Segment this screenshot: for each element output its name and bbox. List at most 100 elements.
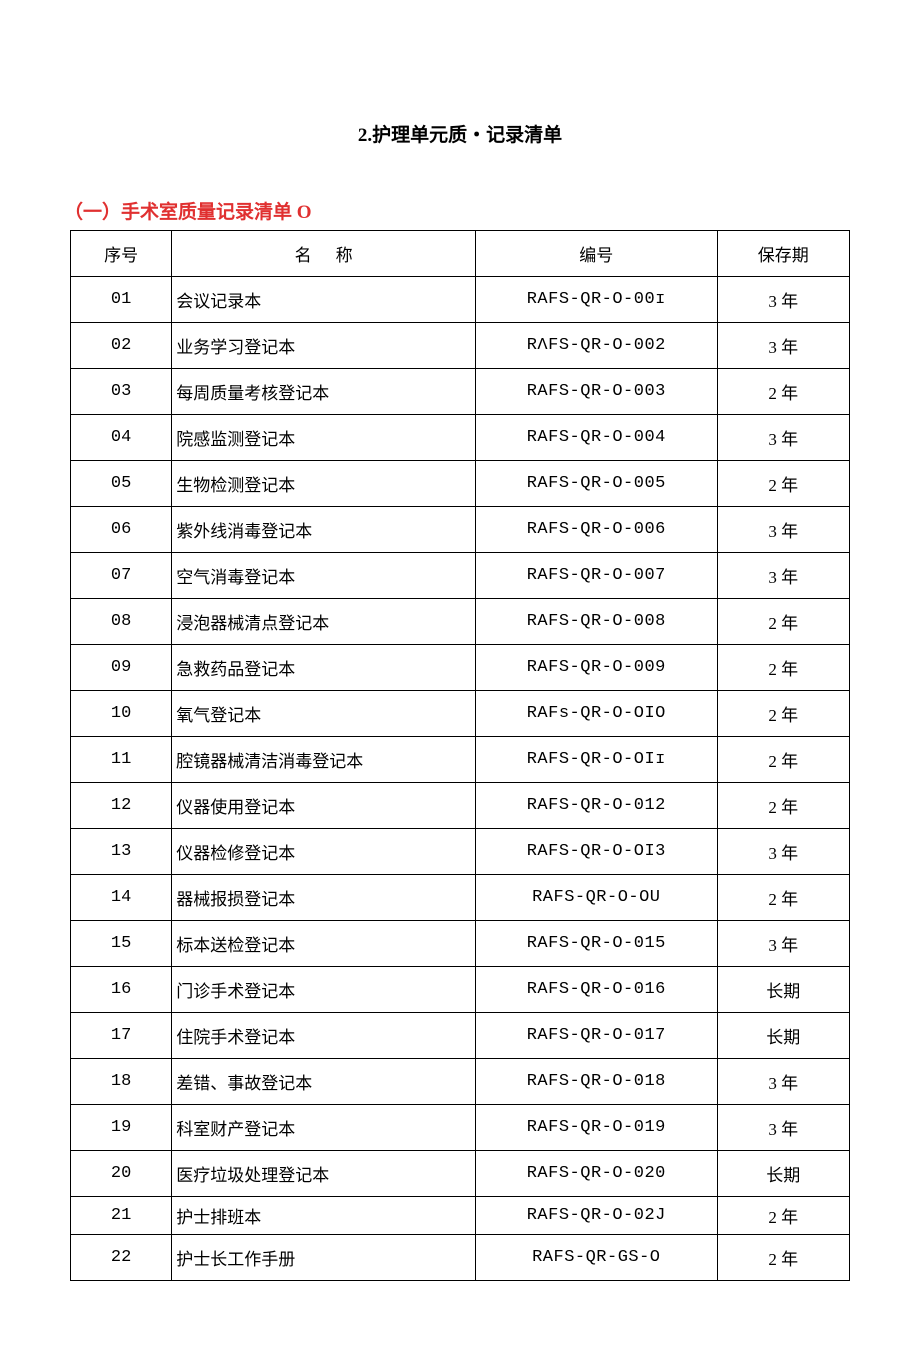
table-row: 10氧气登记本RAFs-QR-O-OIO2 年 [71, 691, 850, 737]
cell-seq: 14 [71, 875, 172, 921]
table-row: 01会议记录本RAFS-QR-O-00ɪ3 年 [71, 277, 850, 323]
col-header-code: 编号 [476, 231, 717, 277]
cell-keep: 3 年 [717, 829, 849, 875]
cell-code: RAFS-QR-O-006 [476, 507, 717, 553]
table-row: 21护士排班本RAFS-QR-O-02J2 年 [71, 1197, 850, 1235]
cell-name: 仪器使用登记本 [172, 783, 476, 829]
col-header-seq: 序号 [71, 231, 172, 277]
table-row: 20医疗垃圾处理登记本RAFS-QR-O-020长期 [71, 1151, 850, 1197]
cell-code: RAFS-QR-O-018 [476, 1059, 717, 1105]
cell-name: 每周质量考核登记本 [172, 369, 476, 415]
cell-seq: 17 [71, 1013, 172, 1059]
table-row: 19科室财产登记本RAFS-QR-O-0193 年 [71, 1105, 850, 1151]
cell-name: 住院手术登记本 [172, 1013, 476, 1059]
cell-keep: 2 年 [717, 783, 849, 829]
cell-code: RAFS-QR-O-OIɪ [476, 737, 717, 783]
cell-name: 生物检测登记本 [172, 461, 476, 507]
cell-code: RAFS-QR-O-009 [476, 645, 717, 691]
cell-code: RAFS-QR-GS-O [476, 1235, 717, 1281]
cell-seq: 13 [71, 829, 172, 875]
cell-code: RAFS-QR-O-015 [476, 921, 717, 967]
cell-keep: 2 年 [717, 875, 849, 921]
cell-name: 科室财产登记本 [172, 1105, 476, 1151]
cell-keep: 长期 [717, 967, 849, 1013]
cell-keep: 3 年 [717, 415, 849, 461]
col-header-name: 名称 [172, 231, 476, 277]
cell-keep: 3 年 [717, 1059, 849, 1105]
cell-name: 浸泡器械清点登记本 [172, 599, 476, 645]
record-list-table: 序号 名称 编号 保存期 01会议记录本RAFS-QR-O-00ɪ3 年02业务… [70, 230, 850, 1281]
table-row: 02业务学习登记本RΛFS-QR-O-0023 年 [71, 323, 850, 369]
cell-name: 仪器检修登记本 [172, 829, 476, 875]
cell-keep: 长期 [717, 1151, 849, 1197]
cell-name: 院感监测登记本 [172, 415, 476, 461]
table-header-row: 序号 名称 编号 保存期 [71, 231, 850, 277]
cell-code: RAFS-QR-O-008 [476, 599, 717, 645]
cell-name: 急救药品登记本 [172, 645, 476, 691]
table-row: 15标本送检登记本RAFS-QR-O-0153 年 [71, 921, 850, 967]
cell-keep: 2 年 [717, 645, 849, 691]
cell-code: RAFS-QR-O-017 [476, 1013, 717, 1059]
cell-name: 腔镜器械清洁消毒登记本 [172, 737, 476, 783]
cell-seq: 02 [71, 323, 172, 369]
cell-seq: 07 [71, 553, 172, 599]
cell-code: RAFS-QR-O-019 [476, 1105, 717, 1151]
table-row: 18差错、事故登记本RAFS-QR-O-0183 年 [71, 1059, 850, 1105]
cell-keep: 3 年 [717, 277, 849, 323]
cell-keep: 2 年 [717, 369, 849, 415]
cell-name: 标本送检登记本 [172, 921, 476, 967]
cell-name: 业务学习登记本 [172, 323, 476, 369]
cell-code: RAFS-QR-O-020 [476, 1151, 717, 1197]
col-header-keep: 保存期 [717, 231, 849, 277]
cell-seq: 06 [71, 507, 172, 553]
cell-keep: 长期 [717, 1013, 849, 1059]
cell-seq: 16 [71, 967, 172, 1013]
cell-seq: 19 [71, 1105, 172, 1151]
cell-keep: 3 年 [717, 323, 849, 369]
cell-name: 门诊手术登记本 [172, 967, 476, 1013]
table-row: 16门诊手术登记本RAFS-QR-O-016长期 [71, 967, 850, 1013]
cell-name: 医疗垃圾处理登记本 [172, 1151, 476, 1197]
cell-name: 氧气登记本 [172, 691, 476, 737]
cell-seq: 05 [71, 461, 172, 507]
table-row: 14器械报损登记本RAFS-QR-O-OU2 年 [71, 875, 850, 921]
cell-seq: 21 [71, 1197, 172, 1235]
cell-code: RAFS-QR-O-02J [476, 1197, 717, 1235]
cell-seq: 15 [71, 921, 172, 967]
cell-keep: 2 年 [717, 461, 849, 507]
table-row: 07空气消毒登记本RAFS-QR-O-0073 年 [71, 553, 850, 599]
cell-seq: 10 [71, 691, 172, 737]
cell-code: RAFS-QR-O-012 [476, 783, 717, 829]
cell-seq: 04 [71, 415, 172, 461]
cell-keep: 2 年 [717, 599, 849, 645]
section-subtitle: （一）手术室质量记录清单 O [64, 197, 850, 224]
cell-code: RAFS-QR-O-007 [476, 553, 717, 599]
cell-seq: 12 [71, 783, 172, 829]
cell-keep: 2 年 [717, 1235, 849, 1281]
cell-name: 会议记录本 [172, 277, 476, 323]
table-row: 22护士长工作手册RAFS-QR-GS-O2 年 [71, 1235, 850, 1281]
cell-seq: 08 [71, 599, 172, 645]
cell-keep: 2 年 [717, 691, 849, 737]
cell-name: 器械报损登记本 [172, 875, 476, 921]
cell-seq: 22 [71, 1235, 172, 1281]
cell-name: 护士排班本 [172, 1197, 476, 1235]
table-row: 05生物检测登记本RAFS-QR-O-0052 年 [71, 461, 850, 507]
table-row: 08浸泡器械清点登记本RAFS-QR-O-0082 年 [71, 599, 850, 645]
cell-seq: 01 [71, 277, 172, 323]
cell-code: RAFS-QR-O-00ɪ [476, 277, 717, 323]
table-row: 12仪器使用登记本RAFS-QR-O-0122 年 [71, 783, 850, 829]
cell-code: RAFS-QR-O-003 [476, 369, 717, 415]
table-row: 17住院手术登记本RAFS-QR-O-017长期 [71, 1013, 850, 1059]
page-title: 2.护理单元质・记录清单 [70, 120, 850, 147]
cell-seq: 03 [71, 369, 172, 415]
cell-keep: 3 年 [717, 553, 849, 599]
table-row: 04院感监测登记本RAFS-QR-O-0043 年 [71, 415, 850, 461]
cell-keep: 2 年 [717, 737, 849, 783]
cell-seq: 11 [71, 737, 172, 783]
cell-name: 空气消毒登记本 [172, 553, 476, 599]
table-row: 03每周质量考核登记本RAFS-QR-O-0032 年 [71, 369, 850, 415]
cell-name: 护士长工作手册 [172, 1235, 476, 1281]
cell-code: RAFS-QR-O-OU [476, 875, 717, 921]
table-row: 09急救药品登记本RAFS-QR-O-0092 年 [71, 645, 850, 691]
